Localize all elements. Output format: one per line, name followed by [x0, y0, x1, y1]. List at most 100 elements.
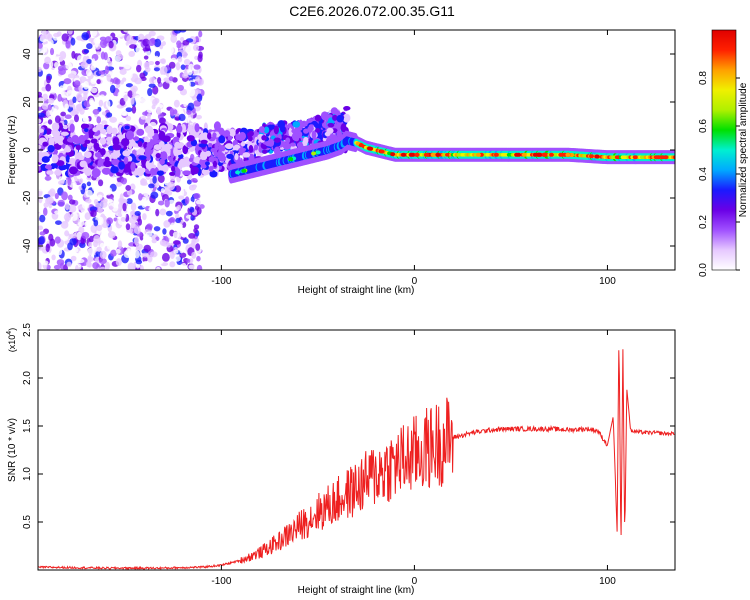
heatmap-cell: [134, 210, 141, 216]
heatmap-cell: [145, 231, 153, 237]
heatmap-cell: [53, 134, 61, 143]
heatmap-cell: [147, 254, 153, 263]
heatmap-cell: [56, 259, 65, 266]
heatmap-cell: [46, 196, 54, 204]
heatmap-cell: [76, 258, 85, 264]
heatmap-cell: [68, 166, 78, 175]
heatmap-cell: [92, 169, 98, 179]
heatmap-cell: [90, 64, 97, 71]
heatmap-cell: [68, 225, 75, 231]
top-axis-ticks: -100 0 100 -40 -20 0 20 40: [22, 30, 675, 287]
heatmap-cell: [98, 99, 104, 107]
heatmap-cell: [65, 154, 70, 163]
heatmap-cell: [521, 152, 527, 157]
heatmap-cell: [368, 146, 374, 151]
heatmap-cell: [130, 202, 137, 211]
heatmap-cell: [248, 135, 253, 142]
heatmap-cell: [48, 178, 55, 187]
heatmap-cell: [124, 125, 130, 130]
heatmap-cell: [144, 136, 149, 144]
svg-text:(x104): (x104): [6, 328, 17, 352]
heatmap-cell: [63, 78, 72, 85]
heatmap-cell: [185, 80, 191, 89]
heatmap-cell: [174, 255, 181, 262]
heatmap-cell: [99, 258, 107, 265]
heatmap-cell: [38, 166, 41, 171]
heatmap-cell: [157, 200, 165, 206]
heatmap-cell: [99, 266, 106, 270]
heatmap-cell: [144, 99, 149, 108]
heatmap-cell: [663, 155, 669, 160]
heatmap-cell: [44, 56, 51, 65]
heatmap-cell: [133, 136, 140, 142]
heatmap-cell: [73, 80, 81, 87]
heatmap-cell: [207, 142, 213, 149]
heatmap-cell: [59, 85, 65, 93]
heatmap-cell: [158, 165, 164, 172]
heatmap-cell: [162, 164, 169, 172]
heatmap-cell: [336, 114, 344, 123]
heatmap-cell: [188, 157, 194, 162]
heatmap-cell: [61, 191, 68, 201]
heatmap-cell: [62, 83, 69, 90]
heatmap-cell: [135, 259, 143, 265]
heatmap-cell: [45, 110, 50, 117]
heatmap-cell: [140, 181, 148, 186]
heatmap-cell: [103, 160, 112, 168]
heatmap-cell: [292, 121, 301, 128]
heatmap-cell: [93, 240, 99, 248]
heatmap-cell: [127, 155, 133, 162]
heatmap-cell: [182, 72, 189, 79]
snr-series-line: [38, 349, 675, 570]
heatmap-cell: [127, 262, 135, 270]
heatmap-cell: [129, 44, 137, 49]
heatmap-cell: [281, 141, 287, 148]
heatmap-cell: [92, 262, 99, 269]
heatmap-cell: [67, 176, 72, 186]
heatmap-cell: [47, 210, 52, 216]
heatmap-cell: [39, 231, 46, 236]
heatmap-cell: [214, 142, 219, 151]
heatmap-cell: [155, 266, 161, 270]
colorbar-tick-label: 0.8: [698, 71, 709, 85]
heatmap-cell: [125, 223, 131, 231]
heatmap-cell: [653, 155, 659, 160]
heatmap-cell: [93, 142, 100, 150]
bottom-y-axis-label: SNR (10 * v/v): [7, 418, 18, 482]
heatmap-cell: [218, 127, 225, 135]
heatmap-cell: [81, 123, 90, 129]
heatmap-cell: [73, 114, 79, 123]
heatmap-cell: [164, 178, 169, 186]
heatmap-cell: [99, 250, 107, 259]
heatmap-cell: [104, 65, 109, 75]
heatmap-cell: [123, 94, 128, 102]
heatmap-cell: [150, 251, 158, 258]
heatmap-cell: [105, 100, 111, 109]
heatmap-cell: [182, 204, 189, 210]
heatmap-cell: [145, 160, 151, 169]
heatmap-cell: [69, 233, 77, 239]
heatmap-cell: [195, 199, 203, 205]
bottom-x-axis-label: Height of straight line (km): [298, 585, 415, 596]
heatmap-cell: [85, 189, 93, 198]
heatmap-cell: [126, 198, 133, 205]
heatmap-cell: [161, 252, 170, 262]
top-x-tick-label: 0: [412, 276, 418, 287]
heatmap-cell: [262, 149, 268, 154]
heatmap-cell: [119, 193, 124, 203]
heatmap-cell: [173, 249, 179, 254]
heatmap-cell: [80, 61, 89, 69]
heatmap-cell: [64, 103, 70, 110]
heatmap-cell: [401, 152, 407, 157]
heatmap-cell: [97, 194, 103, 200]
heatmap-cell: [108, 40, 114, 49]
heatmap-cell: [47, 97, 55, 104]
heatmap-cell: [120, 138, 130, 147]
heatmap-cell: [149, 216, 155, 224]
heatmap-cell: [414, 152, 420, 157]
heatmap-cell: [672, 155, 675, 159]
heatmap-cell: [326, 127, 334, 134]
heatmap-cell: [75, 144, 81, 150]
heatmap-cell: [175, 217, 181, 224]
heatmap-cell: [140, 167, 146, 172]
